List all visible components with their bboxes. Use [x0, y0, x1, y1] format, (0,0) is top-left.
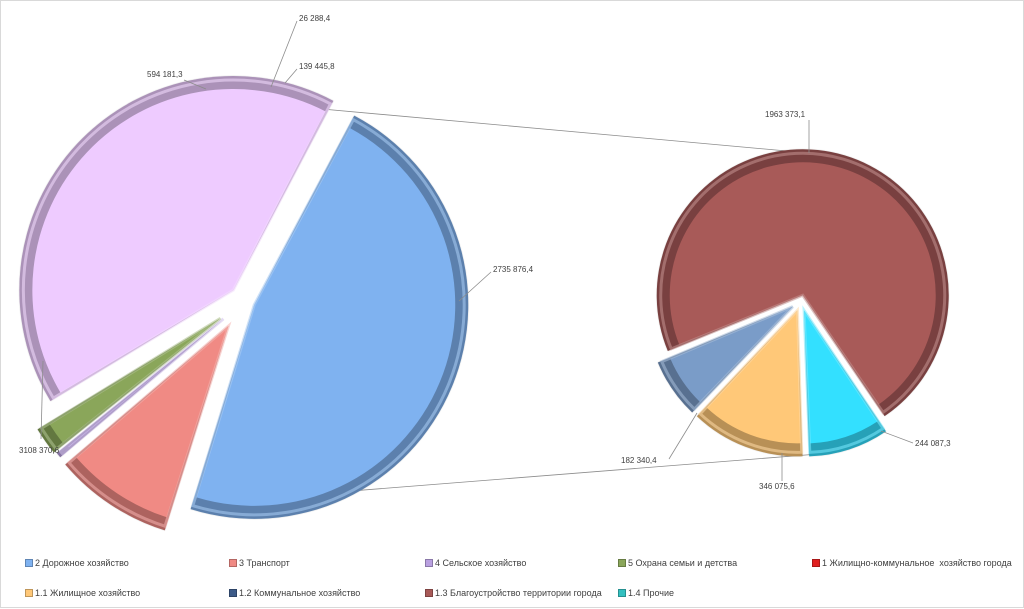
sub-slice-h_housing-face	[706, 310, 801, 444]
value-label-agri: 26 288,4	[270, 14, 331, 88]
connector-top	[310, 107, 810, 154]
sub-slice-h_improve-highlight	[659, 151, 947, 415]
value-label-family: 139 445,8	[284, 62, 335, 84]
legend-label: 1.1 Жилищное хозяйство	[35, 588, 141, 598]
legend-label: 4 Сельское хозяйство	[435, 558, 527, 568]
legend-label: 3 Транспорт	[239, 558, 290, 568]
slice-roads-highlight	[190, 117, 466, 517]
legend-row: 2 Дорожное хозяйство 3 Транспорт 4 Сельско…	[25, 555, 1015, 571]
legend-swatch	[229, 589, 237, 597]
slice-transport-highlight	[66, 321, 232, 529]
sub-slice-h_housing	[696, 306, 804, 457]
slice-housing_total-highlight	[21, 78, 333, 401]
sub-value-label-text: 346 075,6	[759, 482, 795, 491]
sub-value-label-leader	[668, 412, 698, 460]
slice-agri	[56, 317, 225, 458]
legend-item: 2 Дорожное хозяйство	[25, 555, 129, 571]
value-label-leader	[270, 20, 298, 88]
value-label-text: 26 288,4	[299, 14, 331, 23]
legend-swatch	[618, 589, 626, 597]
legend-item: 1.4 Прочие	[618, 585, 674, 601]
slice-roads-face	[196, 128, 456, 506]
legend-swatch	[425, 589, 433, 597]
value-label-text: 2735 876,4	[493, 265, 534, 274]
value-label-text: 594 181,3	[147, 70, 183, 79]
value-label-leader	[183, 79, 207, 90]
data-labels: 3108 370,6 594 181,3 26 288,4 139 445,8 2735…	[19, 14, 951, 491]
legend-swatch	[812, 559, 820, 567]
slice-family-face	[49, 318, 221, 443]
legend-item: 4 Сельское хозяйство	[425, 555, 526, 571]
slice-roads	[190, 115, 469, 519]
slice-transport-face	[76, 326, 229, 518]
connector-bottom	[312, 452, 832, 495]
value-label-text: 3108 370,6	[19, 446, 60, 455]
legend-swatch	[229, 559, 237, 567]
legend-item: 1.1 Жилищное хозяйство	[25, 585, 140, 601]
sub-slice-h_improve-face	[669, 162, 936, 405]
slice-housing_total	[19, 76, 334, 402]
sub-slice-h_other-face	[804, 310, 878, 444]
sub-slice-h_housing-highlight	[698, 306, 804, 454]
value-label-text: 139 445,8	[299, 62, 335, 71]
legend-label: 1 Жилищно-коммунальное хозяйство города	[822, 558, 1012, 568]
legend-item: 1.3 Благоустройство территории города	[425, 585, 602, 601]
legend-item: 1 Жилищно-коммунальное хозяйство города	[812, 555, 1012, 571]
legend-swatch	[618, 559, 626, 567]
value-label-roads: 3108 370,6	[19, 360, 60, 455]
sub-value-label-h_other: 244 087,3	[880, 430, 951, 448]
slice-transport	[65, 321, 232, 531]
sub-value-label-leader	[880, 430, 914, 444]
sub-value-label-h_improve: 1963 373,1	[765, 110, 810, 153]
legend-item: 1.2 Коммунальное хозяйство	[229, 585, 360, 601]
sub-slice-h_communal	[657, 305, 794, 413]
legend-swatch	[25, 589, 33, 597]
sub-slice-h_other-highlight	[802, 305, 886, 454]
legend-swatch	[425, 559, 433, 567]
legend-label: 5 Охрана семьи и детства	[628, 558, 738, 568]
sub-value-label-text: 244 087,3	[915, 439, 951, 448]
secondary-pie	[656, 149, 949, 457]
legend-label: 1.2 Коммунальное хозяйство	[239, 588, 361, 598]
sub-value-label-h_communal: 182 340,4	[621, 412, 698, 465]
legend-label: 1.4 Прочие	[628, 588, 675, 598]
main-pie	[19, 76, 469, 531]
sub-slice-h_communal-highlight	[659, 305, 794, 412]
slice-agri-highlight	[58, 317, 225, 456]
sub-slice-h_improve	[656, 149, 949, 417]
value-label-leader	[458, 271, 492, 302]
slice-housing_total-face	[32, 89, 326, 393]
legend-swatch	[25, 559, 33, 567]
legend-item: 5 Охрана семьи и детства	[618, 555, 737, 571]
sub-slice-h_communal-face	[670, 306, 793, 403]
connector-lines	[310, 107, 832, 495]
value-label-leader	[40, 360, 44, 440]
value-label-transport: 594 181,3	[147, 70, 207, 90]
sub-value-label-h_housing: 346 075,6	[759, 453, 795, 491]
legend-item: 3 Транспорт	[229, 555, 290, 571]
legend-label: 2 Дорожное хозяйство	[35, 558, 129, 568]
legend-row: 1.1 Жилищное хозяйство 1.2 Коммунальное х…	[25, 585, 1015, 601]
sub-value-label-text: 182 340,4	[621, 456, 657, 465]
legend-label: 1.3 Благоустройство территории города	[435, 588, 602, 598]
sub-value-label-text: 1963 373,1	[765, 110, 806, 119]
value-label-housing_total: 2735 876,4	[458, 265, 534, 302]
value-label-leader	[284, 68, 298, 84]
sub-slice-h_other	[802, 305, 886, 457]
